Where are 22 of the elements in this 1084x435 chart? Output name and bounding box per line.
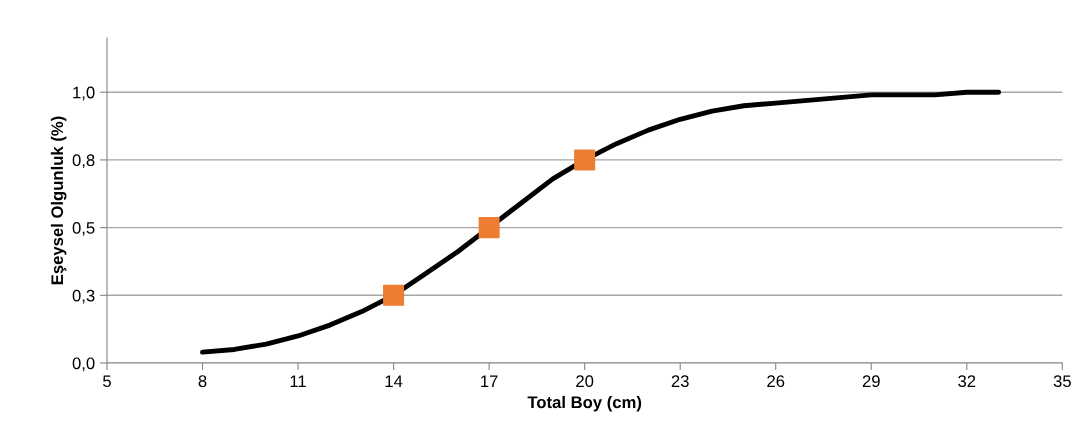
x-tick-label: 17 <box>481 375 498 387</box>
x-tick-label: 26 <box>767 375 785 388</box>
x-tick-label: 14 <box>385 375 403 387</box>
x-tick-label: 35 <box>1053 375 1071 388</box>
line-series <box>200 89 1002 355</box>
y-axis-title: Eşeysel Olgunluk (%) <box>50 116 67 285</box>
x-axis-title: Total Boy (cm) <box>527 395 642 412</box>
x-tick-label: 20 <box>576 375 594 388</box>
y-tick-label: 0,8 <box>72 154 95 169</box>
x-tick-label: 23 <box>671 375 689 388</box>
x-tick-label: 32 <box>958 375 976 388</box>
point <box>574 149 596 171</box>
y-tick-label: 0,3 <box>72 289 95 304</box>
y-tick-label: 0,5 <box>72 222 95 236</box>
x-tick-label: 11 <box>290 375 306 387</box>
x-tick-label: 8 <box>198 375 207 388</box>
point <box>383 284 405 306</box>
x-tick-label: 5 <box>103 375 111 388</box>
x-tick-label: 29 <box>862 375 880 388</box>
point <box>478 217 500 239</box>
y-tick-label: 1,0 <box>73 86 95 101</box>
y-tick-label: 0,0 <box>72 357 95 372</box>
